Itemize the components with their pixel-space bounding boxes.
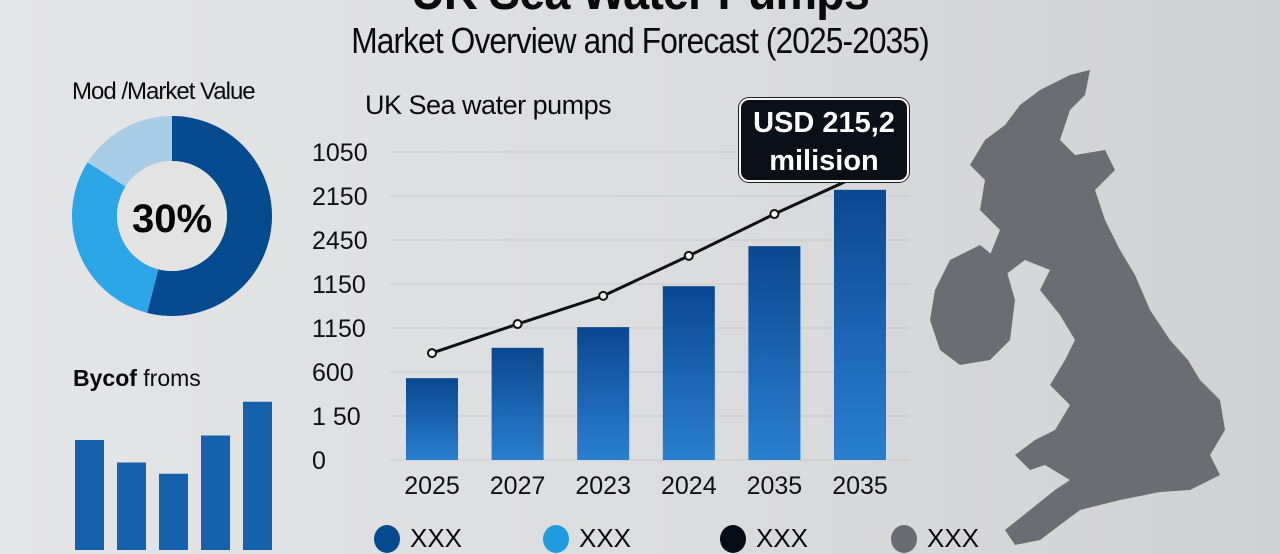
x-tick-label: 2027 [490, 472, 546, 500]
great-britain-shape [970, 70, 1225, 545]
legend-label: XXX [410, 523, 463, 553]
legend-swatch [720, 524, 746, 553]
bar [406, 378, 458, 460]
callout-line1: USD 215,2 [753, 107, 895, 139]
x-tick-label: 2023 [575, 472, 631, 500]
donut-center-label: 30% [132, 197, 212, 241]
bar [834, 189, 886, 460]
donut-slice [71, 162, 159, 313]
y-tick-label: 1050 [312, 139, 368, 167]
x-tick-label: 2035 [832, 472, 888, 500]
trend-point [769, 209, 780, 220]
donut-slice [87, 116, 172, 187]
donut-title: Mod /Market Value [72, 78, 256, 105]
y-tick-label: 2450 [312, 227, 368, 255]
trend-point [683, 250, 694, 261]
y-tick-label: 1150 [312, 271, 366, 299]
small-bar [75, 440, 104, 550]
page-subtitle: Market Overview and Forecast (2025-2035) [351, 20, 929, 61]
legend-swatch [543, 524, 569, 553]
small-bar [201, 435, 230, 550]
trend-point [512, 319, 523, 330]
legend-label: XXX [756, 523, 809, 553]
y-tick-label: 1150 [312, 315, 366, 343]
bar [577, 327, 630, 460]
legend-swatch [374, 524, 400, 553]
x-tick-label: 2025 [404, 472, 460, 500]
callout-line2: milision [769, 145, 879, 177]
small-chart-title-rest: froms [136, 365, 201, 391]
trend-point [427, 348, 437, 359]
ireland-shape [930, 245, 1015, 365]
trend-line [431, 159, 872, 355]
donut-slice [147, 116, 272, 316]
y-tick-label: 600 [312, 359, 354, 387]
small-bar [117, 462, 146, 550]
bar [491, 347, 544, 460]
legend-swatch [891, 524, 917, 553]
x-tick-label: 2035 [747, 472, 803, 500]
small-bar [243, 401, 272, 550]
legend-label: XXX [579, 523, 632, 553]
bar [748, 246, 801, 460]
donut-hole [117, 161, 227, 271]
legend-item: XXX [543, 523, 631, 554]
small-chart-title: Bycof froms [73, 365, 201, 392]
small-chart-title-bold: Bycof [73, 365, 137, 391]
small-bar [159, 473, 188, 550]
legend-item: XXX [891, 523, 979, 554]
y-tick-label: 1 50 [312, 403, 361, 431]
chart-title: UK Sea water pumps [365, 90, 612, 120]
x-tick-label: 2024 [661, 472, 717, 500]
small-bar-chart [75, 401, 272, 550]
page-title: UK Sea Water Pumps [64, 0, 1216, 22]
bar [662, 286, 715, 460]
value-callout: USD 215,2 milision [739, 98, 909, 182]
main-chart: 0 1 50 600 1150 1150 2450 2150 1050 2025 2027 2023… [312, 139, 910, 500]
uk-map [930, 70, 1225, 545]
y-tick-label: 0 [312, 447, 326, 475]
donut-chart: 30% [71, 116, 272, 316]
y-tick-label: 2150 [312, 183, 368, 211]
legend-item: XXX [720, 523, 808, 554]
legend-item: XXX [374, 523, 462, 554]
uk-map-shape [930, 70, 1225, 545]
trend-point [598, 290, 609, 301]
legend-label: XXX [927, 523, 980, 553]
